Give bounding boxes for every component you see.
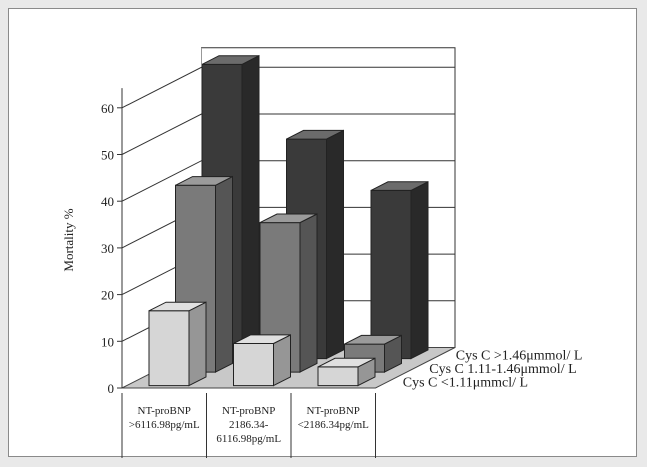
y-tick-label: 20 — [101, 288, 114, 303]
bar-side-face — [188, 301, 207, 387]
series-label: Cys C >1.46μmmol/ L — [456, 348, 583, 363]
bar-top-face — [175, 176, 233, 186]
x-category-label: NT-proBNP <2186.34pg/mL — [298, 405, 370, 431]
bar-top-face — [370, 181, 429, 191]
bar-top-face — [259, 213, 318, 224]
bar — [148, 301, 207, 387]
series-label: Cys C <1.11μmmcl/ L — [403, 375, 528, 390]
bar-side-face — [299, 213, 318, 373]
bar-side-face — [241, 54, 260, 360]
bar — [317, 357, 376, 387]
bar — [370, 180, 429, 360]
bar-top-face — [317, 357, 376, 368]
bar-front-face — [370, 189, 412, 360]
y-tick-label: 10 — [101, 334, 114, 349]
bar-side-face — [410, 180, 429, 360]
y-tick-label: 50 — [101, 148, 114, 163]
x-category-label: NT-proBNP 2186.34-6116.98pg/mL — [216, 405, 281, 445]
bar-top-face — [201, 55, 260, 65]
bar-top-face — [148, 301, 207, 312]
bar-top-face — [286, 129, 344, 140]
bar-front-face — [317, 366, 359, 387]
bar — [233, 334, 291, 387]
bar-top-face — [344, 334, 402, 345]
y-axis-label: Mortality % — [61, 208, 76, 271]
series-label: Cys C 1.11-1.46μmmol/ L — [429, 362, 576, 377]
bar-front-face — [233, 343, 274, 387]
bar-front-face — [148, 310, 190, 387]
bar-side-face — [326, 129, 344, 360]
bar-side-face — [215, 175, 233, 373]
bar-top-face — [233, 334, 291, 344]
y-tick-label: 0 — [108, 381, 115, 396]
y-tick-label: 30 — [101, 241, 114, 256]
y-tick-label: 60 — [101, 101, 114, 116]
x-category-label: NT-proBNP >6116.98pg/mL — [129, 405, 200, 431]
y-tick-label: 40 — [101, 194, 114, 209]
